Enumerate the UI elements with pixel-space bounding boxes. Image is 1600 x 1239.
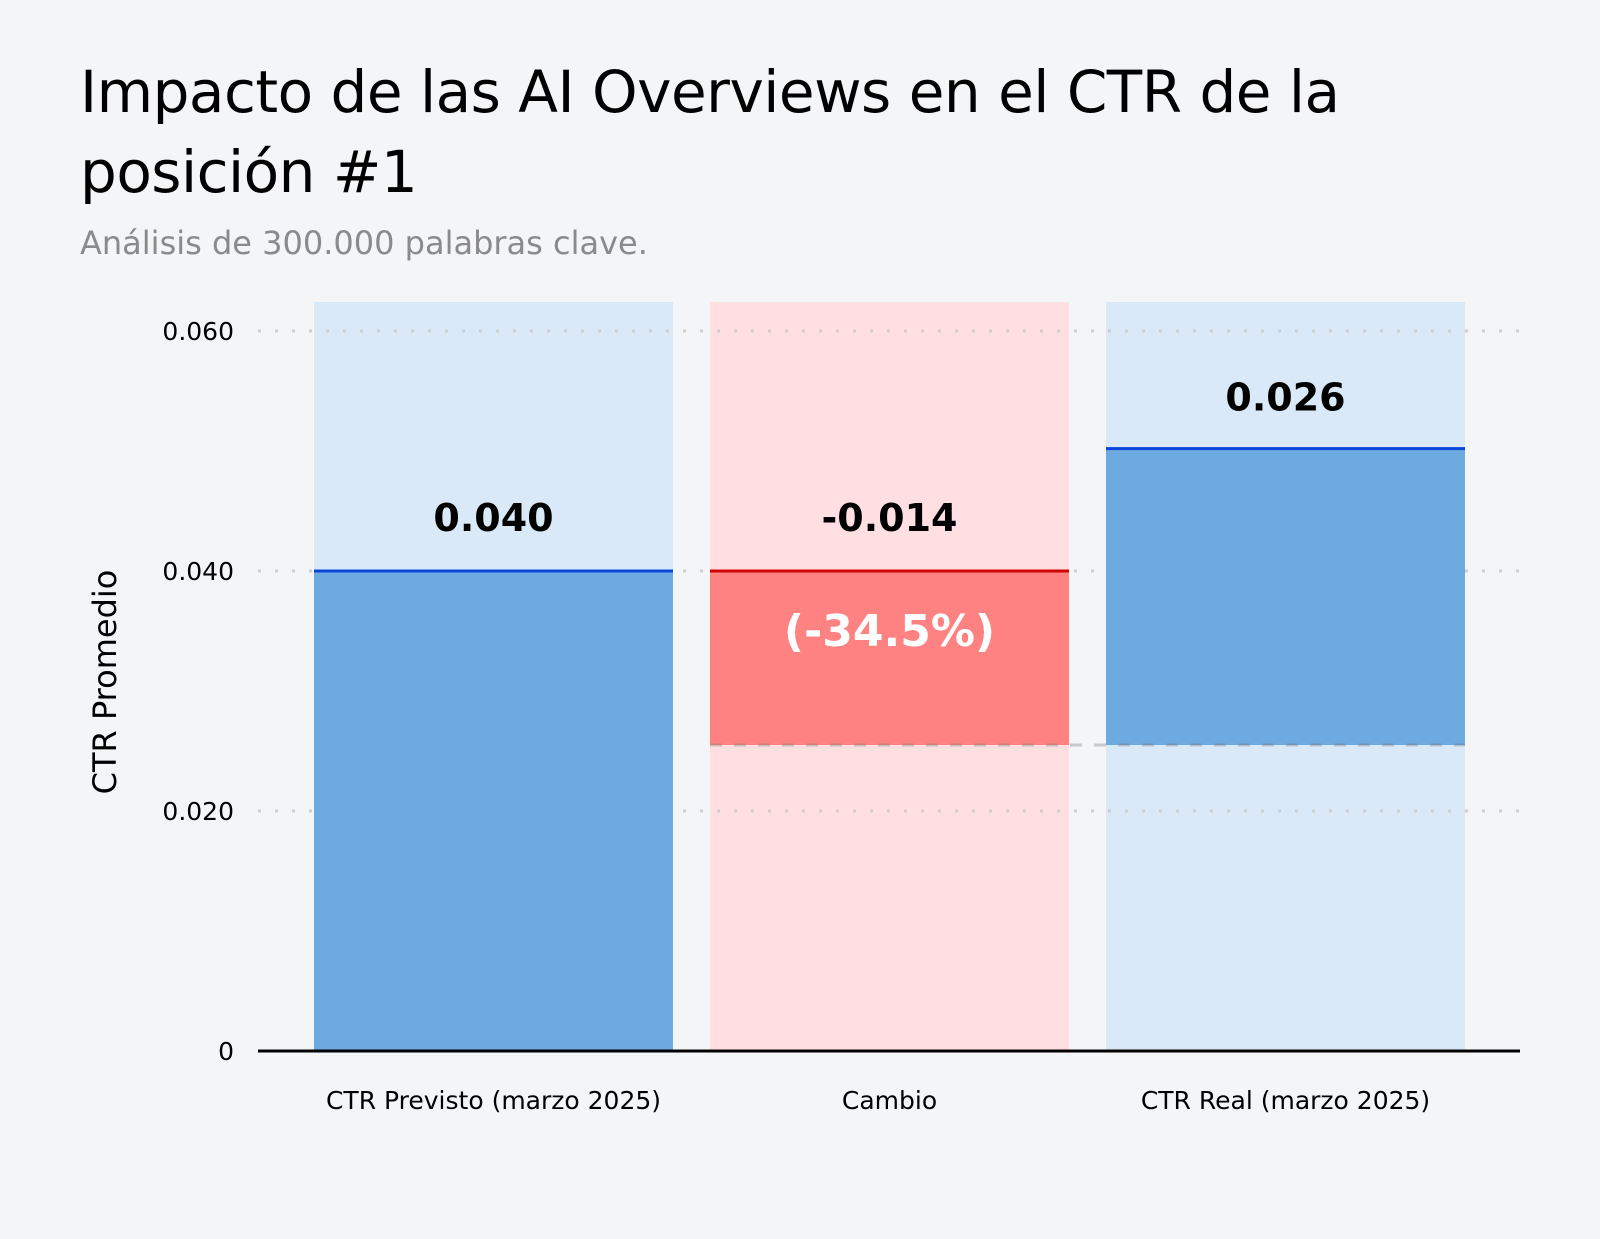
- x-tick-label: CTR Previsto (marzo 2025): [326, 1086, 661, 1115]
- y-tick-label: 0: [218, 1037, 234, 1066]
- data-label: -0.014: [822, 496, 958, 540]
- data-label: 0.026: [1225, 376, 1345, 420]
- bar-ctr-previsto: [314, 571, 673, 1051]
- y-tick-label: 0.040: [162, 557, 234, 586]
- bar-top-line: [1106, 447, 1465, 451]
- y-tick-label: 0.060: [162, 317, 234, 346]
- chart-subtitle: Análisis de 300.000 palabras clave.: [80, 224, 648, 262]
- bar-ctr-real: [1106, 448, 1465, 745]
- bar-top-line: [710, 569, 1069, 573]
- y-tick-label: 0.020: [162, 797, 234, 826]
- bar-cambio: [710, 571, 1069, 745]
- y-axis-label: CTR Promedio: [86, 570, 124, 795]
- x-tick-label: CTR Real (marzo 2025): [1141, 1086, 1430, 1115]
- x-tick-label: Cambio: [842, 1086, 937, 1115]
- chart-title: Impacto de las AI Overviews en el CTR de…: [80, 58, 1340, 206]
- bar-top-line: [314, 569, 673, 573]
- data-label: 0.040: [433, 496, 553, 540]
- percent-change-annotation: (-34.5%): [784, 606, 995, 657]
